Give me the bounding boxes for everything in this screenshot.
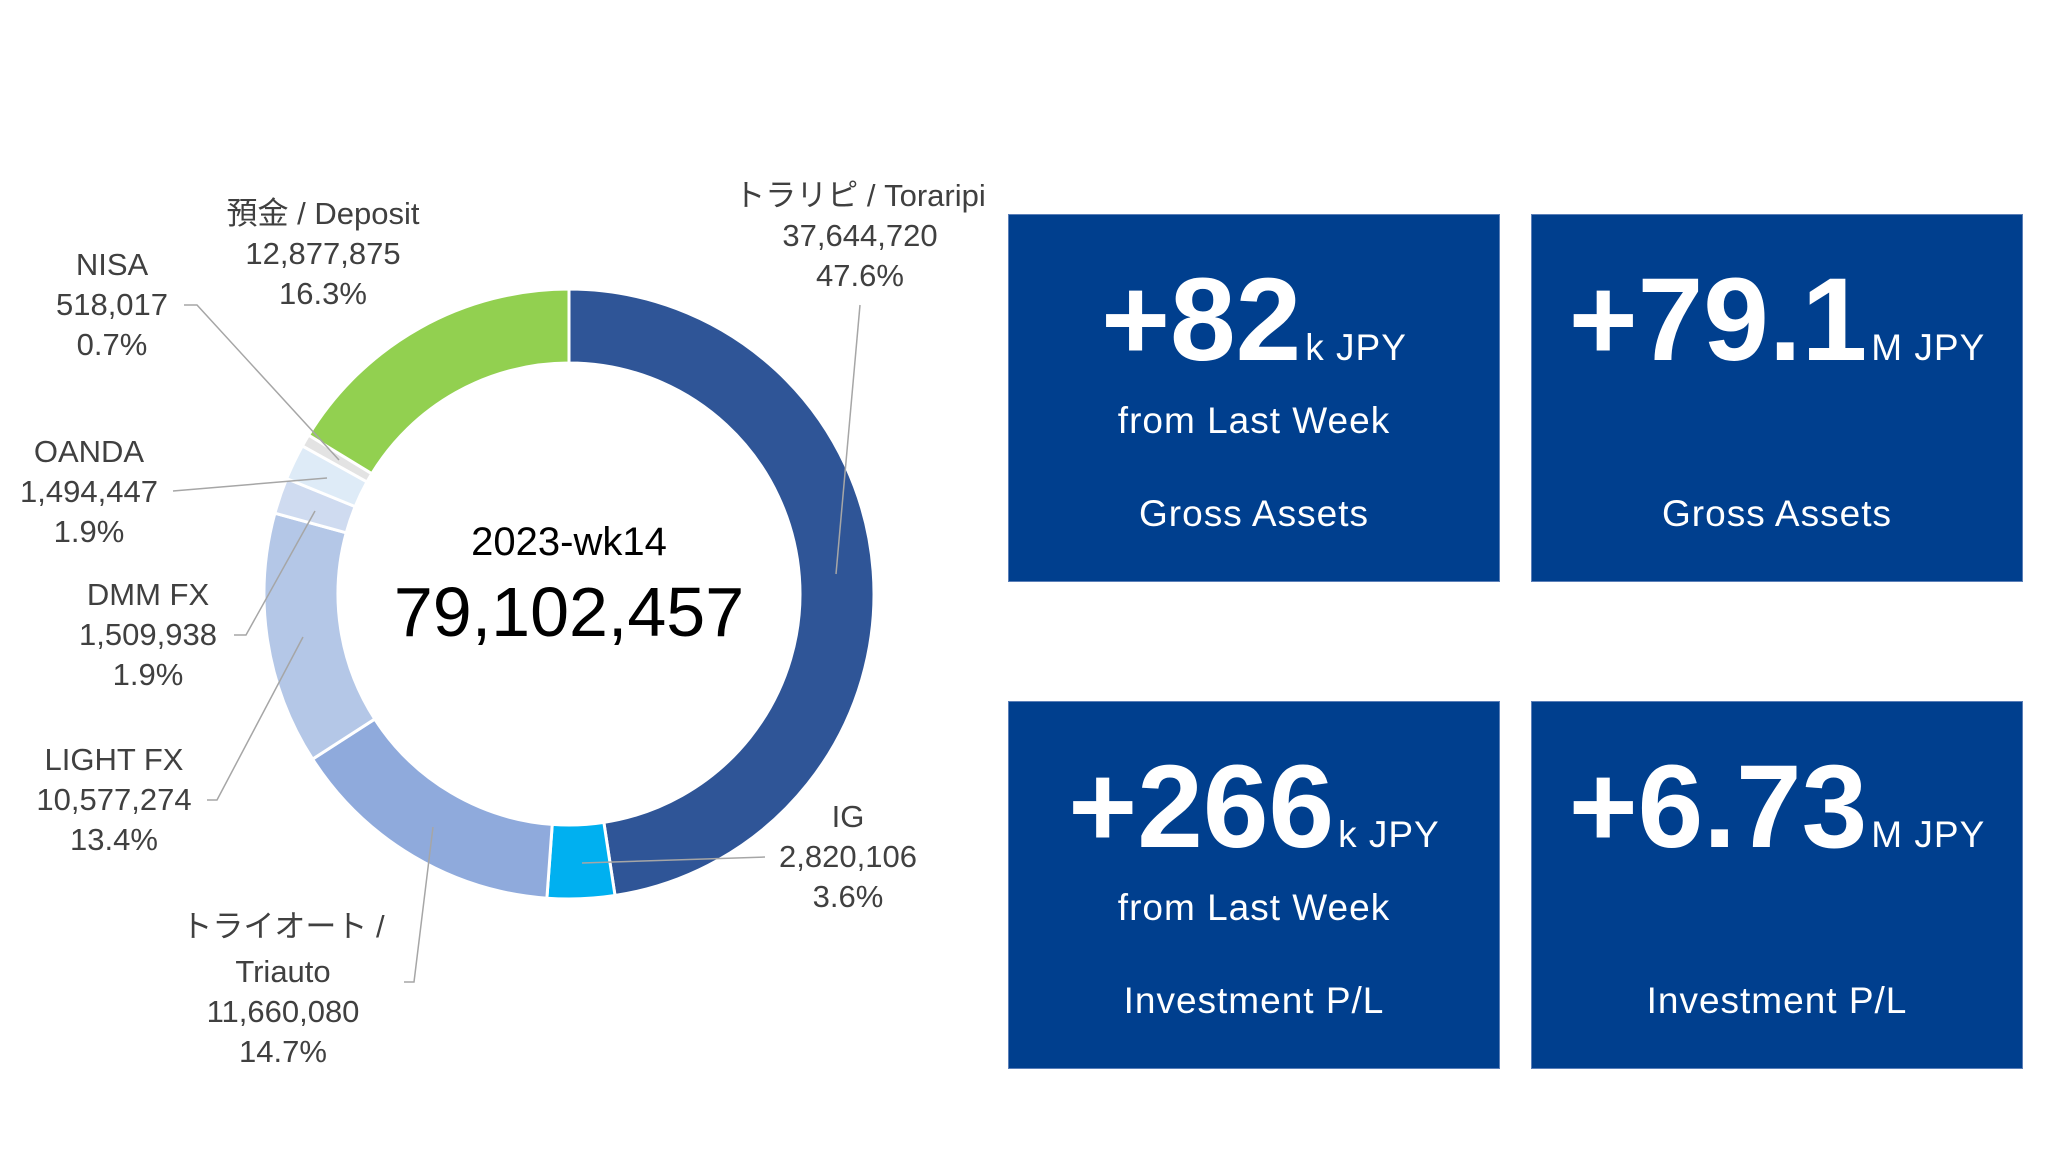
label-toraripi: トラリピ / Toraripi 37,644,720 47.6%: [734, 176, 985, 296]
card-unit: k JPY: [1305, 327, 1407, 368]
label-percent: 14.7%: [239, 1034, 327, 1069]
label-dmmfx: DMM FX 1,509,938 1.9%: [79, 575, 217, 695]
leader-line-lightfx: [207, 636, 304, 801]
label-percent: 1.9%: [53, 514, 125, 549]
label-percent: 0.7%: [76, 327, 148, 362]
card-unit: M JPY: [1871, 327, 1986, 368]
slice-torarippi: [567, 287, 876, 898]
card-gross-assets-weekly: +82 k JPY from Last Week Gross Assets: [1008, 214, 1500, 582]
label-percent: 3.6%: [812, 879, 884, 914]
slice-lightfx: [262, 511, 377, 762]
donut-chart: [172, 287, 876, 983]
label-lightfx: LIGHT FX 10,577,274 13.4%: [36, 740, 191, 860]
card-value: +6.73: [1568, 741, 1868, 873]
label-value: 37,644,720: [782, 218, 938, 253]
label-ig: IG 2,820,106 3.6%: [779, 797, 917, 917]
label-name: DMM FX: [86, 577, 210, 612]
card-value: +266: [1068, 741, 1335, 873]
label-name-2: Triauto: [235, 954, 331, 989]
label-percent: 1.9%: [112, 657, 184, 692]
label-triauto: トライオート / Triauto 11,660,080 14.7%: [181, 902, 384, 1072]
label-value: 12,877,875: [245, 236, 401, 271]
center-week-label: 2023-wk14: [471, 520, 667, 564]
label-name: 預金 / Deposit: [226, 196, 420, 231]
leader-line-nisa: [184, 304, 340, 461]
slice-deposit: [306, 287, 571, 476]
slice-triauto: [310, 716, 554, 900]
card-gross-assets-total: +79.1 M JPY Gross Assets: [1531, 214, 2023, 582]
center-total-value: 79,102,457: [393, 573, 745, 651]
card-investment-pl-weekly: +266 k JPY from Last Week Investment P/L: [1008, 701, 1500, 1069]
leader-line-oanda: [172, 477, 328, 492]
card-caption: Investment P/L: [1646, 980, 1908, 1021]
label-nisa: NISA 518,017 0.7%: [56, 245, 168, 365]
leader-line-toraripi: [835, 304, 861, 575]
label-deposit: 預金 / Deposit 12,877,875 16.3%: [227, 194, 420, 314]
label-value: 1,509,938: [79, 617, 217, 652]
leader-line-dmmfx: [234, 510, 316, 636]
label-name: トライオート /: [181, 909, 385, 944]
label-value: 518,017: [55, 287, 169, 322]
label-value: 2,820,106: [779, 839, 917, 874]
label-oanda: OANDA 1,494,447 1.9%: [20, 432, 158, 552]
label-percent: 47.6%: [816, 258, 904, 293]
card-caption: Investment P/L: [1123, 980, 1385, 1021]
label-name: OANDA: [33, 434, 145, 469]
card-subtitle: from Last Week: [1117, 400, 1391, 441]
leader-line-ig: [581, 856, 766, 864]
card-unit: M JPY: [1871, 814, 1986, 855]
card-unit: k JPY: [1338, 814, 1440, 855]
card-value: +79.1: [1568, 254, 1868, 386]
card-caption: Gross Assets: [1139, 493, 1369, 534]
leader-line-triauto: [404, 826, 434, 983]
card-caption: Gross Assets: [1662, 493, 1892, 534]
label-value: 10,577,274: [36, 782, 192, 817]
card-subtitle: from Last Week: [1117, 887, 1391, 928]
label-name: NISA: [75, 247, 149, 282]
label-value: 11,660,080: [206, 994, 360, 1029]
slice-ig: [545, 820, 617, 901]
label-name: トラリピ / Toraripi: [734, 178, 986, 213]
label-percent: 13.4%: [70, 822, 158, 857]
label-value: 1,494,447: [20, 474, 158, 509]
label-percent: 16.3%: [279, 276, 367, 311]
label-name: LIGHT FX: [44, 742, 184, 777]
card-value: +82: [1101, 254, 1302, 386]
label-name: IG: [831, 799, 865, 834]
card-investment-pl-total: +6.73 M JPY Investment P/L: [1531, 701, 2023, 1069]
